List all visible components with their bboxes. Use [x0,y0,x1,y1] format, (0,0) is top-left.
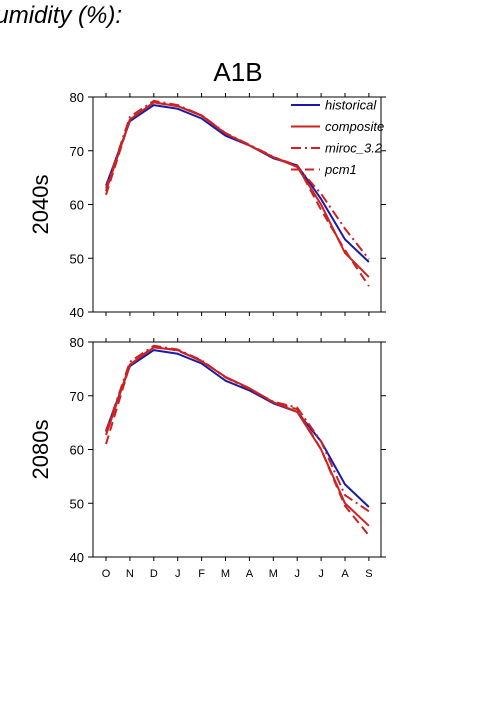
series-line-composite [105,346,370,527]
series-line-historical [105,349,370,508]
series-line-pcm1 [105,345,370,537]
panel-2080s: 40 50 60 70 80 O N D J F M A M J J A S 2080s [28,335,386,580]
y-tick-label: 60 [70,198,84,213]
y-tick-label: 70 [70,389,84,404]
y-tick-label: 80 [70,335,84,350]
x-tick-label: A [246,568,254,580]
x-tick-label: D [150,568,158,580]
period-label: 2080s [28,420,53,480]
x-tick-label: A [341,568,349,580]
panels-layer: 40 50 60 70 80 2040s 40 50 60 70 80 O N D J F M A M J J A S 208… [28,90,386,580]
y-tick-label: 40 [70,305,84,320]
y-tick-label: 70 [70,144,84,159]
y-tick-label: 50 [70,251,84,266]
series-line-miroc-3-2 [105,344,370,513]
series-line-miroc-3-2 [105,99,370,260]
legend: historical composite miroc_3.2 pcm1 [291,98,384,177]
x-tick-label: O [102,568,111,580]
series-line-pcm1 [105,101,370,287]
legend-label: miroc_3.2 [325,141,383,156]
legend-label: pcm1 [324,162,357,177]
period-label: 2040s [28,175,53,235]
plot-frame [92,341,382,558]
y-tick-label: 50 [70,496,84,511]
legend-label: historical [325,98,377,113]
x-tick-label: N [126,568,134,580]
panel-2040s: 40 50 60 70 80 2040s [28,90,386,320]
scenario-title: A1B [213,57,262,87]
y-tick-label: 60 [70,443,84,458]
x-tick-label: J [318,568,324,580]
x-tick-label: M [221,568,230,580]
legend-label: composite [325,119,384,134]
x-tick-label: M [269,568,278,580]
y-tick-label: 80 [70,90,84,105]
x-tick-label: F [198,568,205,580]
figure-title: humidity (%): [0,2,123,29]
x-tick-label: J [294,568,300,580]
y-tick-label: 40 [70,550,84,565]
x-tick-label: S [365,568,372,580]
x-tick-label: J [175,568,181,580]
